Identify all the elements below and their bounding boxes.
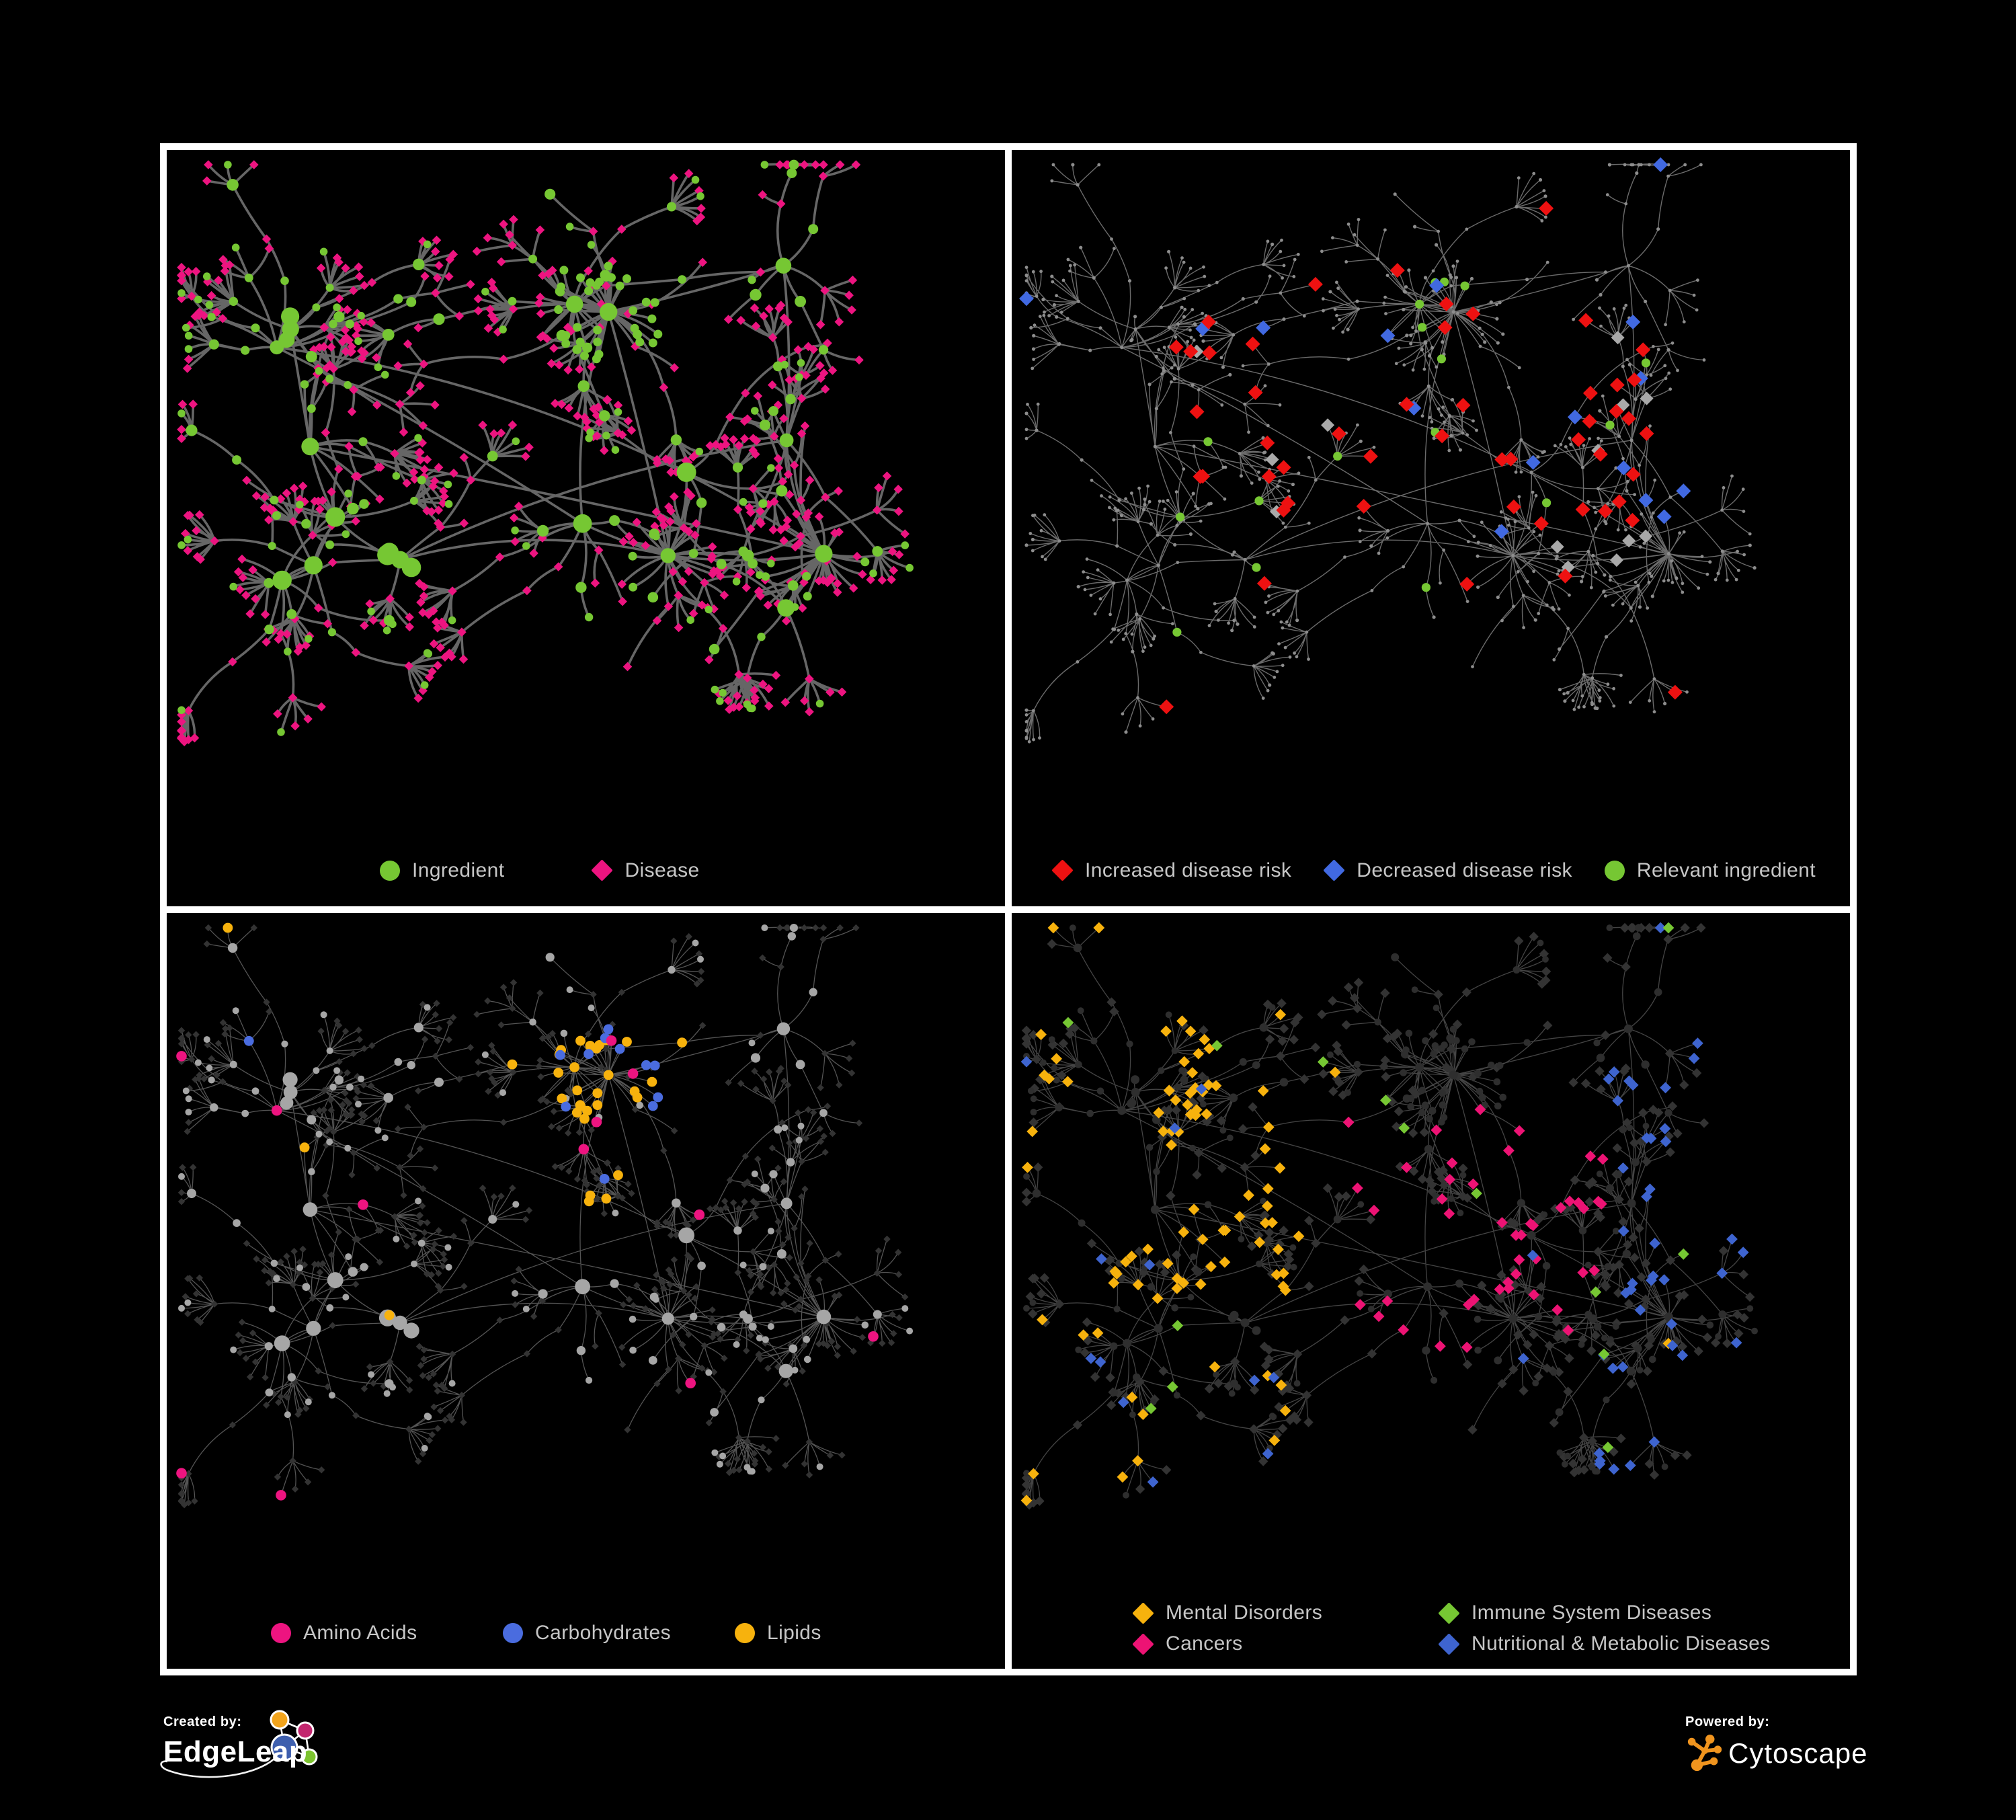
legend-label: Carbohydrates [535, 1622, 671, 1644]
legend-item-amino-acids: Amino Acids [271, 1622, 503, 1645]
legend-label: Nutritional & Metabolic Diseases [1471, 1632, 1771, 1655]
cytoscape-credit: Powered by: Cytoscape [1685, 1714, 1867, 1773]
legend-item-decreased-risk: Decreased disease risk [1323, 859, 1572, 882]
legend-label: Mental Disorders [1166, 1601, 1323, 1624]
legend-item-ingredient: Ingredient [380, 859, 504, 882]
disease-class-network-graph [1020, 922, 1758, 1509]
legend-item-disease: Disease [591, 859, 700, 882]
legend-label: Disease [624, 859, 700, 881]
edgeleap-logo-text: EdgeLeap [163, 1735, 308, 1768]
legend-item-carbohydrates: Carbohydrates [503, 1622, 735, 1645]
legend-label: Cancers [1166, 1632, 1243, 1655]
amino-acids-circle-icon [271, 1623, 291, 1643]
panel-disease-risk: Increased disease risk Decreased disease… [1012, 150, 1850, 906]
legend-item-relevant-ingredient: Relevant ingredient [1604, 859, 1816, 882]
legend-label: Ingredient [412, 859, 505, 881]
legend-item-nutritional-metabolic: Nutritional & Metabolic Diseases [1438, 1632, 1771, 1655]
legend-item-increased-risk: Increased disease risk [1051, 859, 1292, 882]
compound-class-network-graph [176, 922, 914, 1508]
disease-risk-network-graph [1019, 157, 1757, 744]
ingredient-circle-icon [380, 860, 400, 881]
legend-label: Lipids [767, 1622, 821, 1644]
disease-diamond-icon [591, 859, 614, 881]
powered-by-label: Powered by: [1685, 1714, 1770, 1729]
legend-label: Immune System Diseases [1471, 1601, 1712, 1624]
legend-disease-classes: Mental Disorders Immune System Diseases … [1132, 1601, 1771, 1655]
panel-ingredient-disease: Ingredient Disease [167, 150, 1005, 906]
legend-label: Increased disease risk [1085, 859, 1292, 881]
cytoscape-logo-icon [1687, 1734, 1722, 1772]
mental-disorders-diamond-icon [1132, 1601, 1154, 1624]
increased-risk-diamond-icon [1051, 859, 1074, 881]
legend-ingredient-disease: Ingredient Disease [167, 859, 1005, 882]
edgeleap-credit: Created by: EdgeLeap [163, 1714, 307, 1769]
legend-disease-risk: Increased disease risk Decreased disease… [1012, 859, 1850, 882]
cancers-diamond-icon [1132, 1632, 1154, 1655]
ingredient-disease-network-graph [177, 159, 914, 746]
carbohydrates-circle-icon [503, 1623, 523, 1643]
panel-compound-classes: Amino Acids Carbohydrates Lipids [167, 912, 1005, 1669]
immune-diseases-diamond-icon [1438, 1601, 1460, 1624]
legend-item-mental-disorders: Mental Disorders [1132, 1601, 1398, 1624]
cytoscape-logo-text: Cytoscape [1728, 1737, 1868, 1769]
legend-label: Decreased disease risk [1357, 859, 1572, 881]
legend-item-cancers: Cancers [1132, 1632, 1398, 1655]
relevant-ingredient-circle-icon [1604, 860, 1625, 881]
legend-compound-classes: Amino Acids Carbohydrates Lipids [167, 1622, 1005, 1645]
legend-item-immune-diseases: Immune System Diseases [1438, 1601, 1771, 1624]
lipids-circle-icon [735, 1623, 755, 1643]
legend-label: Amino Acids [303, 1622, 417, 1644]
edgeleap-logo-icon [160, 1710, 318, 1778]
legend-item-lipids: Lipids [735, 1622, 967, 1645]
nutritional-metabolic-diamond-icon [1438, 1632, 1460, 1655]
created-by-label: Created by: [163, 1714, 242, 1729]
decreased-risk-diamond-icon [1323, 859, 1346, 881]
legend-label: Relevant ingredient [1636, 859, 1816, 881]
figure-frame: Ingredient Disease Increased disease ris… [160, 143, 1857, 1675]
panel-disease-classes: Mental Disorders Immune System Diseases … [1012, 912, 1850, 1669]
